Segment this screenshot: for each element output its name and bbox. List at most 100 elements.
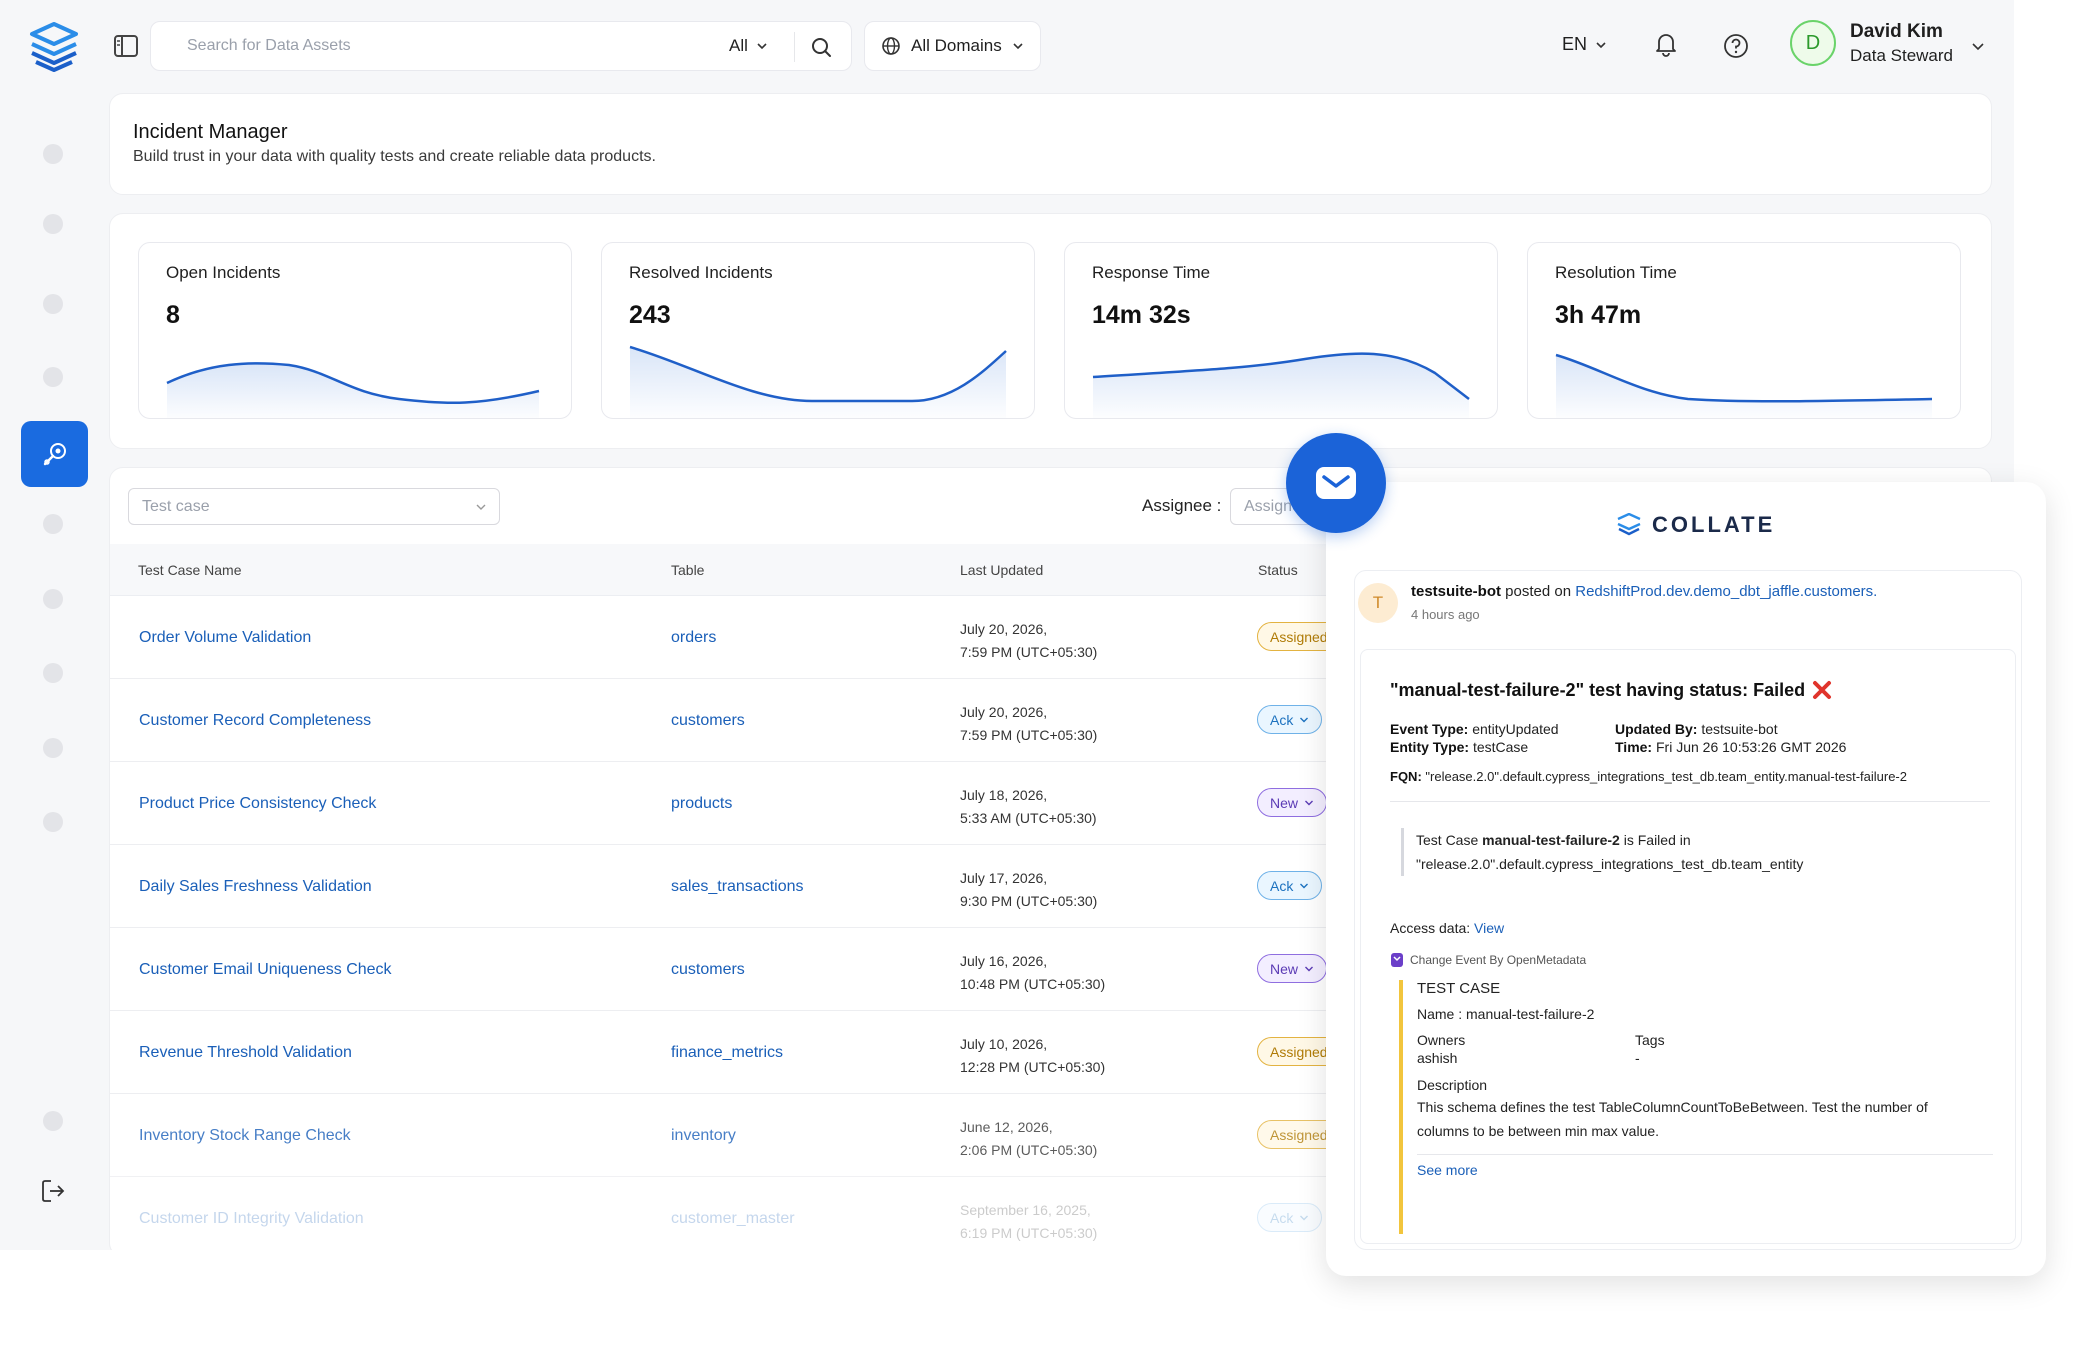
metric-sparkline (629, 345, 1007, 418)
metric-value: 8 (166, 301, 180, 329)
time-text: 7:59 PM (UTC+05:30) (960, 644, 1098, 660)
table-row[interactable]: Customer Record Completeness customers J… (110, 679, 1991, 762)
search-filter-dropdown[interactable]: All (729, 36, 768, 56)
bell-icon[interactable] (1652, 30, 1680, 58)
nav-item-9[interactable] (43, 812, 63, 832)
test-case-link[interactable]: Order Volume Validation (139, 629, 312, 646)
table-row[interactable]: Product Price Consistency Check products… (110, 762, 1991, 845)
test-case-link[interactable]: Daily Sales Freshness Validation (139, 878, 372, 895)
table-row[interactable]: Revenue Threshold Validation finance_met… (110, 1011, 1991, 1094)
see-more-link[interactable]: See more (1417, 1162, 1478, 1178)
search-icon[interactable] (809, 35, 833, 59)
metric-sparkline (1092, 352, 1470, 418)
view-link[interactable]: View (1474, 920, 1505, 936)
value: manual-test-failure-2 (1466, 1006, 1595, 1022)
nav-item-5[interactable] (43, 514, 63, 534)
test-case-select[interactable]: Test case (128, 488, 500, 525)
status-badge[interactable]: New (1257, 788, 1328, 817)
nav-item-6[interactable] (43, 589, 63, 609)
test-case-link[interactable]: Customer ID Integrity Validation (139, 1210, 364, 1227)
poster-name[interactable]: testsuite-bot (1411, 583, 1501, 600)
value: "release.2.0".default.cypress_integratio… (1425, 769, 1907, 784)
post-header: testsuite-bot posted on RedshiftProd.dev… (1411, 583, 1877, 600)
test-case-link[interactable]: Revenue Threshold Validation (139, 1044, 352, 1061)
table-link[interactable]: inventory (671, 1127, 736, 1144)
domains-label: All Domains (911, 36, 1002, 55)
table-row[interactable]: Daily Sales Freshness Validation sales_t… (110, 845, 1991, 928)
nav-item-4[interactable] (43, 367, 63, 387)
app-logo-icon[interactable] (26, 20, 82, 74)
sidebar-toggle-icon[interactable] (112, 32, 140, 60)
last-updated: September 16, 2025, 6:19 PM (UTC+05:30) (960, 1199, 1097, 1245)
search-input[interactable] (187, 22, 687, 70)
avatar: T (1358, 583, 1398, 623)
table-link[interactable]: orders (671, 629, 717, 646)
status-label: Ack (1270, 877, 1294, 894)
test-case-link[interactable]: Customer Email Uniqueness Check (139, 961, 392, 978)
label: Name : (1417, 1006, 1463, 1022)
mail-icon (1316, 467, 1356, 499)
updated-by: Updated By: testsuite-bot (1615, 721, 1778, 737)
status-label: Assigned (1270, 628, 1328, 645)
chevron-down-icon (1300, 717, 1309, 722)
metric-value: 243 (629, 301, 671, 329)
test-case-link[interactable]: Inventory Stock Range Check (139, 1127, 351, 1144)
metric-open-incidents[interactable]: Open Incidents 8 (138, 242, 572, 419)
test-case-link[interactable]: Customer Record Completeness (139, 712, 372, 729)
nav-item-2[interactable] (43, 214, 63, 234)
owners-label: Owners (1417, 1032, 1466, 1048)
metric-resolved-incidents[interactable]: Resolved Incidents 243 (601, 242, 1035, 419)
table-link[interactable]: customers (671, 712, 745, 729)
nav-item-settings[interactable] (43, 1111, 63, 1131)
last-updated: July 20, 2026, 7:59 PM (UTC+05:30) (960, 701, 1097, 747)
search-bar: All (150, 21, 852, 71)
date-text: July 20, 2026, (960, 621, 1048, 637)
metric-response-time[interactable]: Response Time 14m 32s (1064, 242, 1498, 419)
metric-label: Open Incidents (166, 263, 281, 282)
collate-brand: COLLATE (1616, 512, 1775, 538)
access-data: Access data: View (1390, 920, 1504, 936)
domains-dropdown[interactable]: All Domains (864, 21, 1041, 71)
metric-sparkline (166, 362, 540, 418)
user-menu[interactable]: D David Kim Data Steward (1790, 20, 1953, 66)
mail-notification-bubble[interactable] (1286, 433, 1386, 533)
status-badge[interactable]: Ack (1257, 871, 1323, 900)
table-row[interactable]: Customer ID Integrity Validation custome… (110, 1177, 1991, 1250)
label: FQN: (1390, 769, 1422, 784)
nav-item-1[interactable] (43, 144, 63, 164)
description-text: This schema defines the test TableColumn… (1417, 1099, 1928, 1139)
column-header-last-updated[interactable]: Last Updated (960, 562, 1044, 578)
language-dropdown[interactable]: EN (1562, 34, 1607, 55)
column-header-test-case[interactable]: Test Case Name (138, 562, 242, 578)
chevron-down-icon (476, 504, 486, 510)
nav-item-3[interactable] (43, 294, 63, 314)
test-case-link[interactable]: Product Price Consistency Check (139, 795, 377, 812)
table-link[interactable]: products (671, 795, 733, 812)
table-link[interactable]: customers (671, 961, 745, 978)
top-bar: All All Domains EN (0, 0, 2014, 92)
column-header-status[interactable]: Status (1258, 562, 1298, 578)
nav-item-7[interactable] (43, 663, 63, 683)
table-row[interactable]: Customer Email Uniqueness Check customer… (110, 928, 1991, 1011)
label: Event Type: (1390, 721, 1469, 737)
table-link[interactable]: sales_transactions (671, 878, 804, 895)
quote-name: manual-test-failure-2 (1482, 832, 1620, 848)
status-badge[interactable]: Ack (1257, 705, 1323, 734)
entity-link[interactable]: RedshiftProd.dev.demo_dbt_jaffle.custome… (1575, 583, 1878, 600)
metric-label: Response Time (1092, 263, 1211, 282)
chevron-down-icon[interactable] (1970, 38, 1986, 54)
status-badge[interactable]: New (1257, 954, 1328, 983)
description-label: Description (1417, 1077, 1488, 1093)
table-link[interactable]: customer_master (671, 1210, 795, 1227)
column-header-table[interactable]: Table (671, 562, 705, 578)
nav-item-8[interactable] (43, 738, 63, 758)
metric-resolution-time[interactable]: Resolution Time 3h 47m (1527, 242, 1961, 419)
table-link[interactable]: finance_metrics (671, 1044, 784, 1061)
logout-icon[interactable] (38, 1176, 68, 1206)
test-case-section: TEST CASE Name : manual-test-failure-2 O… (1399, 980, 1993, 1234)
value: Fri Jun 26 10:53:26 GMT 2026 (1655, 739, 1847, 755)
time-text: 6:19 PM (UTC+05:30) (960, 1225, 1098, 1241)
help-icon[interactable] (1722, 32, 1750, 60)
nav-item-incident-manager[interactable] (21, 421, 88, 487)
status-badge[interactable]: Ack (1257, 1203, 1323, 1232)
